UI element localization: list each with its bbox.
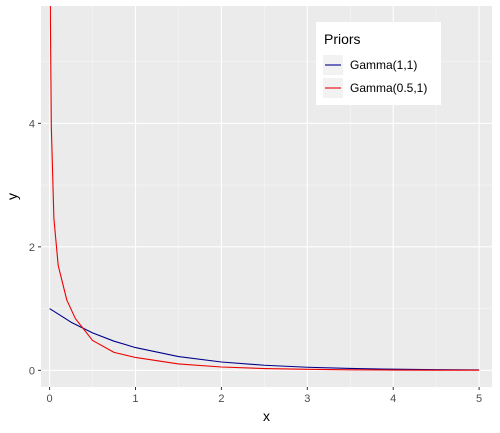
x-tick-label: 1 bbox=[132, 393, 138, 405]
x-tick-label: 5 bbox=[476, 393, 482, 405]
y-tick-label: 2 bbox=[29, 242, 35, 254]
legend-label-0: Gamma(1,1) bbox=[350, 58, 417, 72]
y-axis: 0 2 4 bbox=[29, 118, 41, 377]
series-layer bbox=[49, 6, 480, 371]
x-tick-label: 0 bbox=[47, 393, 53, 405]
legend-title: Priors bbox=[324, 31, 361, 47]
x-axis-title: x bbox=[263, 408, 270, 424]
y-axis-title: y bbox=[4, 193, 20, 200]
x-tick-label: 2 bbox=[218, 393, 224, 405]
series-line-1 bbox=[49, 6, 480, 371]
legend: Priors Gamma(1,1) Gamma(0.5,1) bbox=[316, 22, 441, 105]
x-axis: 0 1 2 3 4 5 bbox=[47, 387, 482, 405]
y-tick-label: 0 bbox=[29, 365, 35, 377]
legend-entries: Gamma(1,1) Gamma(0.5,1) bbox=[323, 55, 427, 98]
x-tick-label: 4 bbox=[390, 393, 396, 405]
x-tick-label: 3 bbox=[304, 393, 310, 405]
series-line-0 bbox=[49, 308, 480, 371]
y-tick-label: 4 bbox=[29, 118, 35, 130]
legend-label-1: Gamma(0.5,1) bbox=[350, 81, 427, 95]
